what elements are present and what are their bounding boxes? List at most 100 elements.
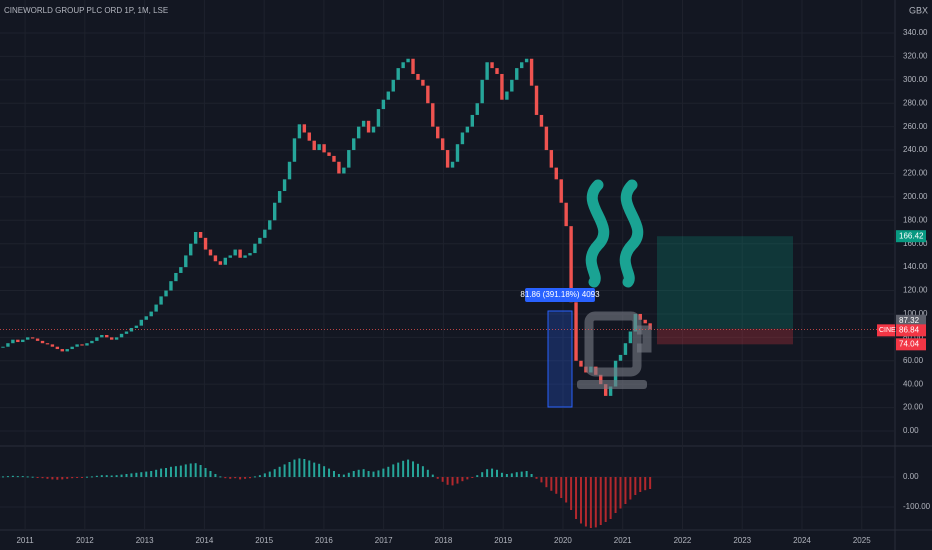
plot	[0, 0, 895, 530]
oscillator-bar	[634, 477, 637, 495]
candle	[228, 255, 232, 258]
candle	[233, 249, 237, 256]
candle	[1, 346, 5, 348]
x-tick-label: 2014	[195, 536, 213, 545]
y-tick-label: 220.00	[903, 169, 928, 178]
oscillator-bar	[614, 477, 617, 513]
candle	[134, 325, 139, 328]
candle	[129, 327, 134, 332]
oscillator-bar	[288, 462, 291, 477]
candle	[460, 132, 465, 145]
oscillator-bar	[476, 475, 479, 477]
oscillator-bar	[436, 477, 439, 479]
oscillator-bar	[165, 468, 168, 477]
y-tick-label: 180.00	[903, 215, 928, 224]
candle	[490, 62, 494, 69]
candle	[159, 296, 163, 305]
oscillator-bar	[184, 464, 187, 477]
x-tick-label: 2018	[435, 536, 453, 545]
candle	[208, 249, 213, 256]
candle	[475, 103, 479, 115]
oscillator-bar	[105, 475, 108, 477]
candle	[371, 126, 376, 133]
y-tick-label: 320.00	[903, 52, 928, 61]
oscillator-bar	[253, 476, 256, 478]
x-tick-label: 2013	[136, 536, 154, 545]
candle	[623, 343, 628, 355]
last-price-label: 86.84	[899, 325, 920, 334]
oscillator-bar	[298, 458, 301, 477]
oscillator-bar	[194, 463, 197, 477]
oscillator-bar	[140, 472, 143, 477]
currency: GBX	[909, 5, 928, 15]
candle	[258, 237, 262, 244]
candle	[569, 226, 573, 303]
candle	[332, 155, 336, 162]
oscillator-bar	[308, 460, 311, 477]
candle	[35, 338, 40, 341]
candle	[16, 339, 20, 343]
candle	[164, 290, 168, 297]
oscillator-bar	[199, 465, 202, 477]
candle	[500, 73, 504, 100]
candle	[287, 161, 292, 180]
oscillator-bar	[71, 477, 74, 479]
oscillator-bar	[76, 477, 79, 478]
candle	[40, 340, 45, 344]
oscillator-bar	[273, 469, 276, 477]
candle	[90, 340, 94, 344]
candle	[470, 114, 474, 127]
take-profit-label-box	[896, 230, 926, 243]
candle	[534, 85, 539, 115]
oscillator-bar	[451, 477, 454, 486]
oscillator-bar	[357, 469, 360, 477]
y-tick-label: 260.00	[903, 122, 928, 131]
oscillator-bar	[515, 472, 518, 477]
oscillator-bar	[318, 463, 321, 477]
oscillator-bar	[219, 476, 222, 478]
x-tick-label: 2024	[793, 536, 811, 545]
oscillator-bar	[426, 469, 429, 477]
oscillator-bar	[130, 473, 133, 477]
oscillator-bar	[407, 459, 410, 477]
candle	[277, 191, 282, 203]
candle	[203, 237, 208, 250]
candle	[238, 249, 242, 258]
candle	[85, 343, 89, 346]
candle	[386, 91, 391, 100]
candle	[599, 374, 603, 385]
oscillator-bar	[377, 470, 380, 477]
candle	[263, 229, 267, 238]
candle	[218, 261, 223, 265]
oscillator-bar	[525, 471, 528, 477]
oscillator-bar	[115, 475, 118, 477]
oscillator-bar	[402, 460, 405, 477]
oscillator-bar	[540, 477, 543, 483]
candle	[416, 73, 420, 80]
oscillator-bar	[397, 462, 400, 477]
candle	[80, 344, 84, 346]
last-price-label-box	[896, 324, 926, 337]
oscillator-bar	[575, 477, 578, 519]
candle	[312, 140, 316, 151]
oscillator-bar	[249, 477, 251, 479]
y-tick-label: 340.00	[903, 28, 928, 37]
chart-title: CINEWORLD GROUP PLC ORD 1P, 1M, LSE	[4, 6, 168, 15]
candle	[559, 179, 563, 203]
y-tick-label: 80.00	[903, 332, 924, 341]
oscillator-bar	[372, 471, 375, 477]
oscillator-bar	[496, 469, 498, 477]
oscillator-bar	[179, 465, 182, 477]
oscillator-bar	[481, 472, 484, 477]
oscillator-bar	[26, 476, 29, 478]
oscillator-bar	[431, 474, 434, 477]
oscillator-bar	[644, 477, 647, 491]
candle	[554, 167, 558, 180]
candle	[544, 126, 549, 151]
candle	[189, 243, 193, 256]
oscillator-bar	[589, 477, 592, 528]
oscillator-bar	[85, 476, 88, 478]
candle	[30, 337, 35, 339]
candle	[376, 109, 381, 127]
oscillator-bar	[486, 469, 489, 477]
